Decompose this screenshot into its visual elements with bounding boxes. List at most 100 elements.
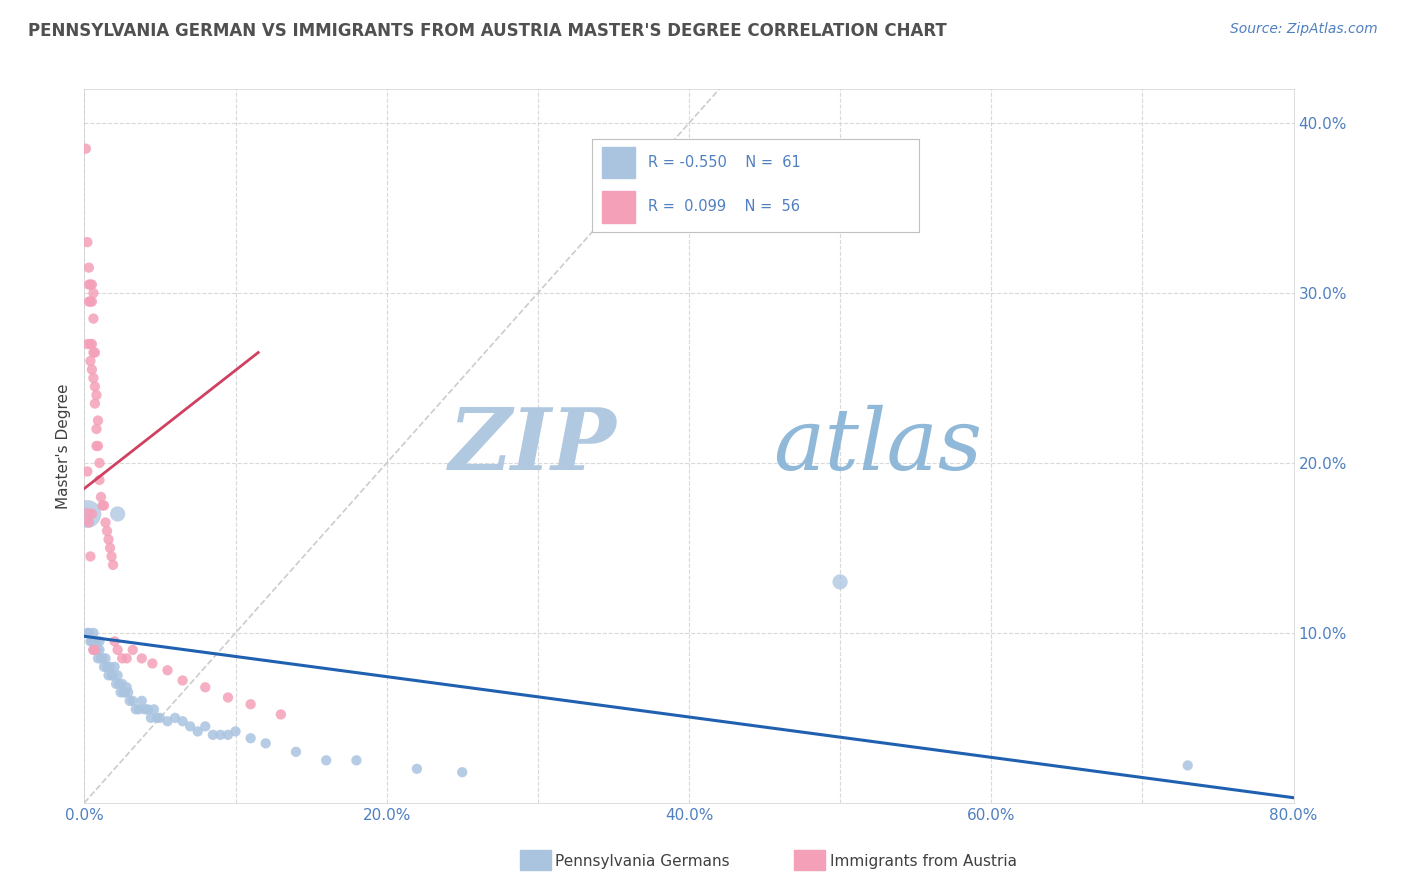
Point xyxy=(114,685,136,699)
Point xyxy=(82,345,104,359)
Point xyxy=(87,413,110,427)
Point xyxy=(91,499,114,513)
Point xyxy=(86,388,108,402)
Point xyxy=(76,337,98,351)
Point xyxy=(87,651,110,665)
Text: ZIP: ZIP xyxy=(449,404,616,488)
Point xyxy=(84,634,107,648)
Point xyxy=(100,549,122,564)
Point xyxy=(87,439,110,453)
Point xyxy=(82,371,104,385)
Text: atlas: atlas xyxy=(773,405,983,487)
Point xyxy=(156,663,179,677)
Text: Immigrants from Austria: Immigrants from Austria xyxy=(830,855,1017,869)
Point xyxy=(94,651,117,665)
Point xyxy=(79,277,101,292)
Point xyxy=(107,643,129,657)
Point xyxy=(76,507,98,521)
Point xyxy=(93,499,115,513)
Point xyxy=(77,260,100,275)
Point xyxy=(118,694,141,708)
Point xyxy=(239,698,262,712)
Point xyxy=(76,235,98,249)
Point xyxy=(80,277,103,292)
Point xyxy=(139,711,162,725)
Point xyxy=(209,728,232,742)
Point xyxy=(107,668,129,682)
Point xyxy=(172,714,194,729)
Point xyxy=(79,337,101,351)
Point xyxy=(96,524,118,538)
Point xyxy=(86,634,108,648)
Point xyxy=(128,702,150,716)
Point xyxy=(217,690,239,705)
Point xyxy=(141,657,163,671)
Point xyxy=(217,728,239,742)
Point xyxy=(146,711,169,725)
Point xyxy=(79,634,101,648)
Point xyxy=(201,728,224,742)
Point xyxy=(84,643,107,657)
Point xyxy=(89,643,111,657)
Point xyxy=(80,507,103,521)
Point xyxy=(90,490,112,504)
Point xyxy=(194,719,217,733)
Point xyxy=(93,660,115,674)
Point xyxy=(105,677,128,691)
Point xyxy=(75,142,97,156)
Point xyxy=(285,745,308,759)
Point xyxy=(112,685,135,699)
Point xyxy=(80,362,103,376)
Point xyxy=(80,294,103,309)
Point xyxy=(76,465,98,479)
Point xyxy=(84,396,107,410)
Point xyxy=(270,707,292,722)
Point xyxy=(84,643,107,657)
Point xyxy=(136,702,159,716)
Point xyxy=(98,541,121,555)
Point xyxy=(77,277,100,292)
Point xyxy=(94,516,117,530)
Point xyxy=(125,702,148,716)
Point xyxy=(89,634,111,648)
Point xyxy=(187,724,209,739)
Point xyxy=(108,677,131,691)
Point xyxy=(110,685,132,699)
Point xyxy=(79,549,101,564)
Point xyxy=(76,507,98,521)
Point xyxy=(156,714,179,729)
Point xyxy=(100,668,122,682)
Point xyxy=(346,753,368,767)
Point xyxy=(121,643,143,657)
Point xyxy=(90,651,112,665)
Point xyxy=(104,660,127,674)
Point xyxy=(115,680,138,694)
Point xyxy=(115,651,138,665)
Point xyxy=(80,337,103,351)
Point xyxy=(134,702,156,716)
Point xyxy=(101,668,124,682)
Point xyxy=(86,643,108,657)
Point xyxy=(82,643,104,657)
Point xyxy=(111,651,134,665)
Point xyxy=(79,354,101,368)
Point xyxy=(254,736,277,750)
Point xyxy=(194,680,217,694)
Point xyxy=(97,533,120,547)
Y-axis label: Master's Degree: Master's Degree xyxy=(56,384,72,508)
Point xyxy=(121,694,143,708)
Point xyxy=(98,660,121,674)
Point xyxy=(84,379,107,393)
Point xyxy=(89,456,111,470)
Point xyxy=(142,702,165,716)
Point xyxy=(101,558,124,572)
Point xyxy=(830,574,852,589)
Point xyxy=(76,626,98,640)
Point xyxy=(82,626,104,640)
Text: PENNSYLVANIA GERMAN VS IMMIGRANTS FROM AUSTRIA MASTER'S DEGREE CORRELATION CHART: PENNSYLVANIA GERMAN VS IMMIGRANTS FROM A… xyxy=(28,22,946,40)
Point xyxy=(225,724,247,739)
Point xyxy=(77,626,100,640)
Point xyxy=(77,294,100,309)
Point xyxy=(131,651,153,665)
Point xyxy=(86,439,108,453)
